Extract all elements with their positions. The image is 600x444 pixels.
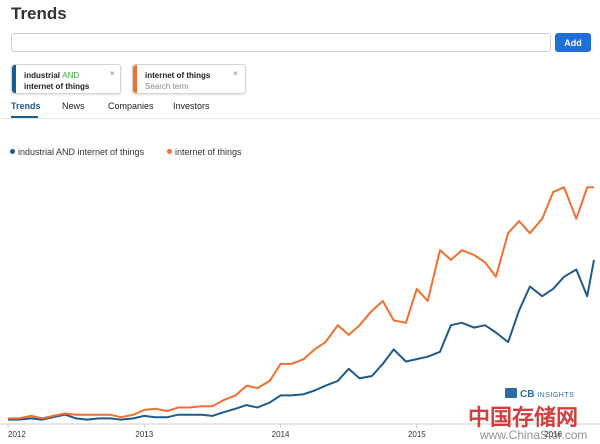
- x-tick-label: 2013: [135, 430, 153, 439]
- close-icon[interactable]: ×: [233, 69, 238, 78]
- trend-line-chart: 2012 2013 2014 2015 2016: [0, 186, 600, 439]
- term-label-line2: internet of things: [24, 82, 90, 91]
- legend-dot-icon: [167, 149, 172, 154]
- tab-trends[interactable]: Trends: [11, 101, 41, 111]
- x-tick-label: 2015: [408, 430, 426, 439]
- legend-label: industrial AND internet of things: [18, 147, 145, 157]
- x-tick-label: 2012: [8, 430, 26, 439]
- site-watermark: 中国存储网: [468, 406, 579, 431]
- x-tick-label: 2014: [272, 430, 290, 439]
- term-type-label: Search term: [145, 82, 189, 91]
- term-keyword: industrial: [24, 71, 63, 80]
- legend-item-series-1[interactable]: industrial AND internet of things: [10, 147, 144, 157]
- term-color-bar: [133, 65, 137, 93]
- search-input[interactable]: [11, 33, 551, 52]
- term-color-bar: [12, 65, 16, 93]
- tab-companies[interactable]: Companies: [108, 101, 154, 111]
- legend-item-series-2[interactable]: internet of things: [167, 147, 242, 157]
- term-label-line1: industrial AND: [24, 71, 79, 80]
- cb-logo-icon: [505, 388, 517, 398]
- series-line-1[interactable]: [8, 259, 595, 421]
- legend-label: internet of things: [175, 147, 242, 157]
- cb-insights-logo: CB INSIGHTS: [505, 388, 574, 400]
- term-label: internet of things: [145, 71, 211, 80]
- page-title: Trends: [11, 4, 67, 23]
- search-term-card-industrial-and-iot[interactable]: industrial AND internet of things ×: [11, 64, 121, 94]
- tabs-divider: [0, 118, 600, 119]
- tab-investors[interactable]: Investors: [173, 101, 210, 111]
- legend-dot-icon: [10, 149, 15, 154]
- add-button[interactable]: Add: [555, 33, 591, 52]
- boolean-operator: AND: [62, 71, 80, 80]
- active-tab-indicator: [11, 116, 38, 118]
- series-line-2[interactable]: [8, 186, 594, 420]
- tab-news[interactable]: News: [62, 101, 85, 111]
- close-icon[interactable]: ×: [110, 69, 115, 78]
- search-term-card-iot[interactable]: internet of things Search term ×: [132, 64, 246, 94]
- x-tick-label: 2016: [544, 430, 562, 439]
- site-url-watermark: www.ChinaStor.com: [480, 428, 588, 442]
